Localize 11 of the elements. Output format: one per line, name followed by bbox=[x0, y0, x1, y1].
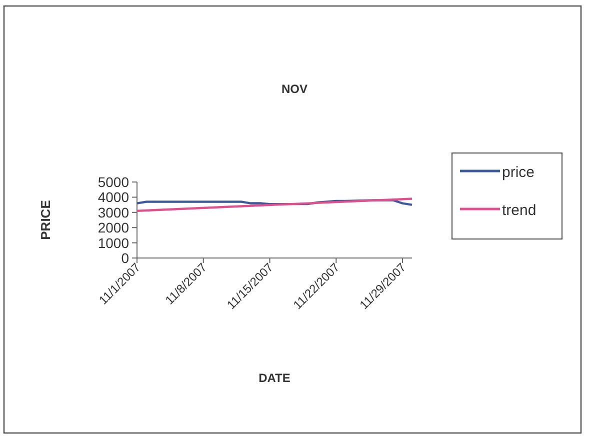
y-tick-label: 0 bbox=[121, 250, 130, 266]
y-tick-label: 3000 bbox=[98, 204, 130, 220]
y-tick-label: 1000 bbox=[98, 234, 130, 251]
y-tick-label: 5000 bbox=[98, 174, 130, 190]
y-tick-label: 4000 bbox=[98, 189, 130, 206]
x-axis-title: DATE bbox=[258, 371, 290, 385]
legend-label: trend bbox=[502, 202, 536, 219]
y-axis-title: PRICE bbox=[38, 200, 53, 240]
legend-label: price bbox=[502, 164, 535, 181]
chart-title: NOV bbox=[281, 82, 308, 96]
y-tick-label: 2000 bbox=[98, 220, 130, 236]
